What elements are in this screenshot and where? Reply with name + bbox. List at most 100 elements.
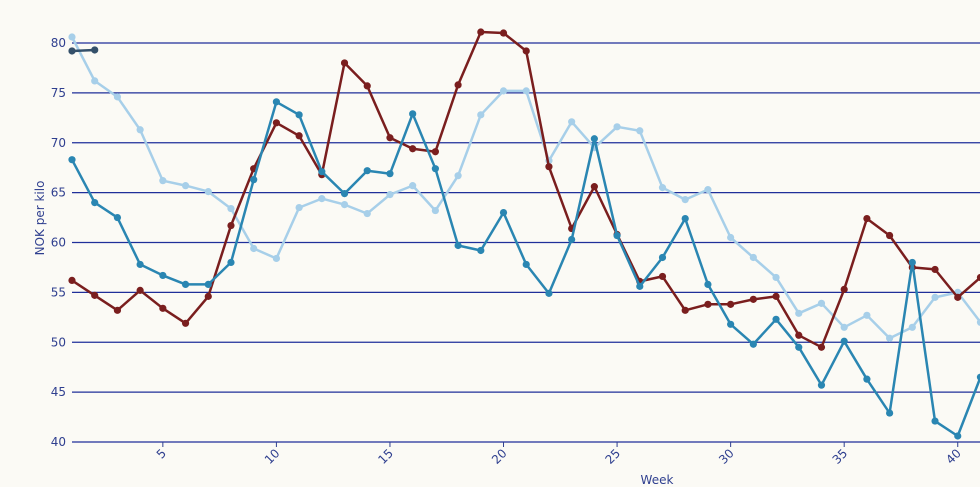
data-point[interactable] — [772, 292, 780, 300]
data-point[interactable] — [681, 196, 689, 204]
data-point[interactable] — [113, 306, 122, 314]
data-point[interactable] — [863, 375, 871, 383]
data-point[interactable] — [772, 315, 780, 323]
data-point[interactable] — [545, 163, 553, 171]
data-point[interactable] — [863, 214, 871, 223]
data-point[interactable] — [590, 183, 598, 191]
data-point[interactable] — [477, 246, 485, 255]
data-point[interactable] — [795, 309, 803, 317]
data-point[interactable] — [340, 190, 349, 198]
data-point[interactable] — [704, 186, 712, 194]
data-point[interactable] — [386, 191, 394, 199]
data-point[interactable] — [431, 165, 439, 173]
data-point[interactable] — [91, 46, 99, 54]
data-point[interactable] — [522, 87, 530, 95]
data-point[interactable] — [295, 111, 303, 119]
data-point[interactable] — [954, 293, 962, 301]
data-point[interactable] — [795, 343, 803, 351]
data-point[interactable] — [272, 254, 281, 263]
data-point[interactable] — [613, 123, 621, 131]
data-point[interactable] — [409, 110, 417, 118]
data-point[interactable] — [636, 127, 644, 135]
data-point[interactable] — [272, 98, 281, 106]
data-point[interactable] — [363, 82, 371, 90]
data-point[interactable] — [522, 260, 530, 269]
data-point[interactable] — [568, 118, 576, 126]
data-point[interactable] — [931, 417, 939, 425]
data-point[interactable] — [681, 214, 689, 223]
data-point[interactable] — [727, 320, 735, 328]
data-point[interactable] — [295, 203, 303, 212]
data-point[interactable] — [817, 381, 826, 389]
data-point[interactable] — [409, 182, 417, 190]
data-point[interactable] — [749, 295, 757, 303]
data-point[interactable] — [886, 409, 894, 417]
data-point[interactable] — [68, 276, 76, 285]
data-point[interactable] — [908, 258, 916, 267]
data-point[interactable] — [817, 299, 826, 307]
data-point[interactable] — [499, 29, 508, 37]
data-point[interactable] — [522, 47, 530, 55]
data-point[interactable] — [386, 134, 394, 142]
data-point[interactable] — [545, 289, 553, 297]
data-point[interactable] — [658, 272, 667, 281]
data-point[interactable] — [976, 373, 980, 381]
data-point[interactable] — [681, 306, 689, 314]
data-point[interactable] — [318, 195, 326, 203]
data-point[interactable] — [454, 172, 462, 180]
data-point[interactable] — [840, 285, 848, 293]
data-point[interactable] — [340, 200, 349, 209]
data-point[interactable] — [91, 199, 99, 207]
data-point[interactable] — [181, 182, 190, 190]
data-point[interactable] — [318, 168, 326, 176]
data-point[interactable] — [454, 81, 462, 89]
data-point[interactable] — [159, 304, 167, 312]
data-point[interactable] — [704, 280, 712, 288]
data-point[interactable] — [181, 280, 190, 288]
data-point[interactable] — [250, 176, 258, 184]
data-point[interactable] — [499, 87, 508, 95]
data-point[interactable] — [250, 244, 258, 253]
data-point[interactable] — [749, 253, 757, 262]
data-point[interactable] — [227, 221, 235, 230]
data-point[interactable] — [91, 291, 99, 299]
data-point[interactable] — [840, 337, 848, 345]
data-point[interactable] — [954, 432, 962, 440]
data-point[interactable] — [976, 318, 980, 326]
data-point[interactable] — [886, 231, 894, 240]
data-point[interactable] — [727, 233, 735, 242]
data-point[interactable] — [295, 132, 303, 140]
data-point[interactable] — [658, 253, 667, 262]
data-point[interactable] — [863, 311, 871, 319]
data-point[interactable] — [908, 323, 916, 331]
data-point[interactable] — [590, 135, 598, 143]
data-point[interactable] — [976, 273, 980, 281]
data-point[interactable] — [363, 209, 371, 218]
data-point[interactable] — [91, 77, 99, 85]
data-point[interactable] — [204, 280, 212, 288]
data-point[interactable] — [795, 331, 803, 339]
data-point[interactable] — [704, 300, 712, 308]
data-point[interactable] — [772, 273, 780, 282]
data-point[interactable] — [227, 204, 235, 213]
data-point[interactable] — [136, 286, 144, 294]
data-point[interactable] — [568, 235, 576, 244]
data-point[interactable] — [68, 47, 76, 55]
data-point[interactable] — [840, 323, 848, 331]
data-point[interactable] — [886, 334, 894, 342]
data-point[interactable] — [113, 93, 122, 101]
data-point[interactable] — [159, 271, 167, 280]
data-point[interactable] — [159, 177, 167, 185]
data-point[interactable] — [613, 231, 621, 240]
data-point[interactable] — [340, 59, 349, 67]
data-point[interactable] — [817, 343, 826, 351]
data-point[interactable] — [431, 148, 439, 156]
data-point[interactable] — [136, 126, 144, 134]
data-point[interactable] — [68, 156, 76, 164]
data-point[interactable] — [409, 145, 417, 153]
data-point[interactable] — [204, 292, 212, 300]
data-point[interactable] — [931, 265, 939, 274]
data-point[interactable] — [658, 184, 667, 192]
data-point[interactable] — [749, 340, 757, 348]
data-point[interactable] — [727, 300, 735, 308]
